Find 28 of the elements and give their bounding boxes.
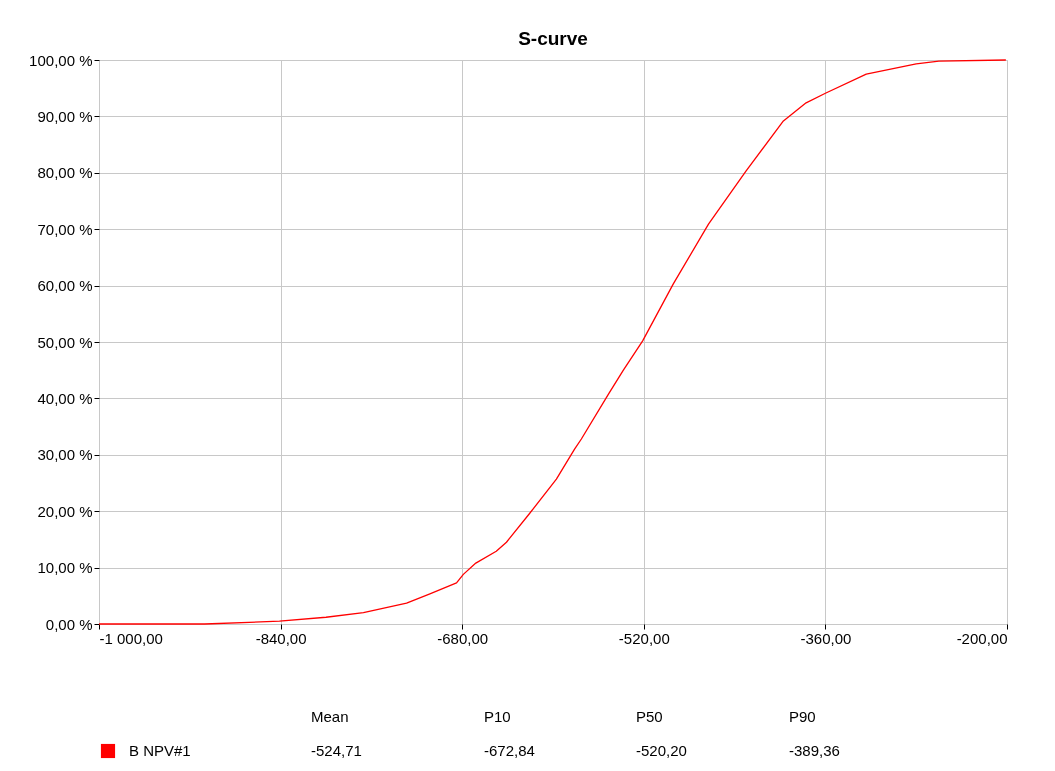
text: -389,36 xyxy=(789,742,840,759)
text: -520,20 xyxy=(636,742,687,759)
y-tick-label: 20,00 % xyxy=(37,502,93,520)
x-tick-label: -200,00 xyxy=(956,629,1008,647)
line-series xyxy=(98,59,1007,625)
text: -672,84 xyxy=(484,742,535,759)
y-tick-label: 10,00 % xyxy=(37,559,93,577)
legend-label: B NPV#1 xyxy=(129,742,191,759)
text: P50 xyxy=(636,708,663,725)
y-tick-label: 70,00 % xyxy=(37,220,93,238)
y-tick-label: 40,00 % xyxy=(37,389,93,407)
x-tick-label: -360,00 xyxy=(800,629,852,647)
chart-title: S-curve xyxy=(518,28,588,49)
y-tick-label: 90,00 % xyxy=(37,107,93,125)
y-tick-label: 80,00 % xyxy=(37,164,93,182)
x-tick-label: -680,00 xyxy=(437,629,489,647)
text: P90 xyxy=(789,708,816,725)
y-tick-label: 100,00 % xyxy=(29,51,93,69)
y-tick-label: 0,00 % xyxy=(45,615,93,633)
x-tick-label: -1 000,00 xyxy=(99,629,163,647)
x-tick-label: -520,00 xyxy=(618,629,670,647)
y-tick-label: 30,00 % xyxy=(37,446,93,464)
text: Mean xyxy=(311,708,349,725)
y-tick-label: 50,00 % xyxy=(37,333,93,351)
x-tick-label: -840,00 xyxy=(255,629,307,647)
y-tick-label: 60,00 % xyxy=(37,277,93,295)
text: -524,71 xyxy=(311,742,362,759)
text: P10 xyxy=(484,708,511,725)
